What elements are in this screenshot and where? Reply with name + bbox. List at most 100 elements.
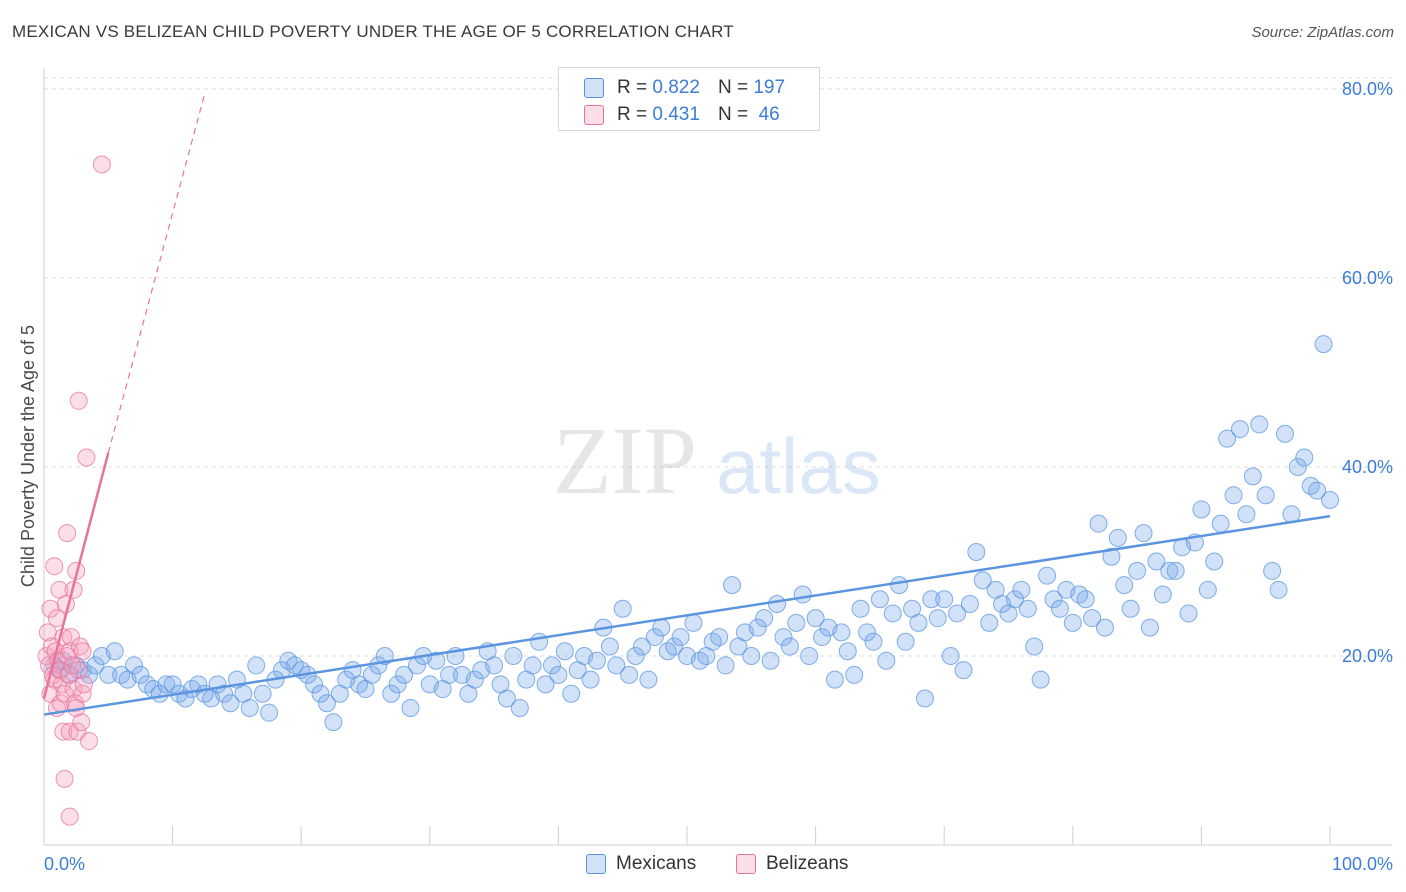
mexicans-point — [99, 665, 118, 684]
mexicans-point — [1308, 481, 1327, 500]
mexicans-point — [221, 694, 240, 713]
mexicans-point — [896, 632, 915, 651]
belizeans-point — [55, 684, 74, 703]
y-axis-label: Child Poverty Under the Age of 5 — [18, 325, 38, 587]
mexicans-swatch — [584, 78, 604, 98]
bottom-legend-belizeans: Belizeans — [736, 851, 848, 877]
mexicans-point — [600, 637, 619, 656]
mexicans-point — [909, 613, 928, 632]
mexicans-point — [1160, 561, 1179, 580]
mexicans-point — [401, 698, 420, 717]
mexicans-point — [163, 675, 182, 694]
mexicans-point — [877, 651, 896, 670]
mexicans-point — [131, 665, 150, 684]
belizeans-trend-line — [42, 452, 110, 699]
belizeans-point — [54, 722, 73, 741]
mexicans-point — [247, 656, 266, 675]
mexicans-point — [587, 651, 606, 670]
mexicans-point — [948, 604, 967, 623]
mexicans-point — [883, 604, 902, 623]
belizeans-point — [92, 155, 111, 174]
mexicans-point — [1134, 524, 1153, 543]
chart-title: MEXICAN VS BELIZEAN CHILD POVERTY UNDER … — [12, 22, 734, 41]
belizeans-point — [72, 713, 91, 732]
mexicans-point — [86, 656, 105, 675]
mexicans-point — [1140, 618, 1159, 637]
mexicans-point — [279, 651, 298, 670]
mexicans-point — [1192, 500, 1211, 519]
mexicans-point — [1295, 448, 1314, 467]
mexicans-point — [858, 623, 877, 642]
mexicans-point — [388, 675, 407, 694]
mexicans-point — [716, 656, 735, 675]
mexicans-point — [189, 675, 208, 694]
mexicans-point — [748, 618, 767, 637]
mexicans-point — [684, 613, 703, 632]
mexicans-point — [1314, 335, 1333, 354]
legend-row-belizeans: R = 0.431 N = 46 — [617, 102, 780, 128]
mexicans-point — [465, 670, 484, 689]
mexicans-point — [645, 628, 664, 647]
watermark: ZIP atlas — [553, 407, 881, 514]
mexicans-point — [549, 665, 568, 684]
mexicans-point — [311, 684, 330, 703]
mexicans-point — [845, 665, 864, 684]
belizeans-legend-swatch — [736, 854, 756, 874]
mexicans-point — [761, 651, 780, 670]
mexicans-point — [1321, 491, 1339, 510]
mexicans-point — [80, 665, 99, 684]
belizeans-point — [77, 448, 96, 467]
mexicans-point — [1237, 505, 1256, 524]
bottom-legend-mexicans: Mexicans — [586, 851, 696, 877]
mexicans-point — [665, 637, 684, 656]
mexicans-point — [1102, 547, 1121, 566]
belizeans-swatch — [584, 105, 604, 125]
mexicans-point — [1044, 590, 1063, 609]
mexicans-point — [774, 628, 793, 647]
mexicans-point — [523, 656, 542, 675]
y-tick-label: 60.0% — [1342, 268, 1393, 288]
mexicans-point — [607, 656, 626, 675]
mexicans-point — [497, 689, 516, 708]
mexicans-point — [755, 609, 774, 628]
mexicans-point — [137, 675, 156, 694]
mexicans-point — [440, 665, 459, 684]
mexicans-point — [1115, 576, 1134, 595]
watermark-zip: ZIP — [553, 407, 697, 514]
mexicans-legend-swatch — [586, 854, 606, 874]
mexicans-point — [1218, 429, 1237, 448]
mexicans-point — [1070, 585, 1089, 604]
x-tick-label: 0.0% — [44, 854, 85, 874]
mexicans-point — [690, 651, 709, 670]
mexicans-point — [1198, 580, 1217, 599]
mexicans-point — [1147, 552, 1166, 571]
mexicans-point — [253, 684, 272, 703]
legend-n-value: 197 — [753, 77, 786, 98]
mexicans-point — [658, 642, 677, 661]
mexicans-point — [1288, 457, 1307, 476]
mexicans-point — [1076, 590, 1095, 609]
legend-n-value: 46 — [753, 104, 780, 125]
belizeans-point — [45, 557, 64, 576]
mexicans-point — [870, 590, 889, 609]
mexicans-point — [626, 646, 645, 665]
mexicans-point — [395, 665, 414, 684]
mexicans-point — [671, 628, 690, 647]
mexicans-point — [613, 599, 632, 618]
mexicans-point — [1153, 585, 1172, 604]
x-tick-label: 100.0% — [1332, 854, 1393, 874]
mexicans-point — [1108, 528, 1127, 547]
legend-row-mexicans: R = 0.822 N = 197 — [617, 75, 785, 101]
mexicans-point — [620, 665, 639, 684]
belizeans-point — [62, 628, 81, 647]
mexicans-point — [555, 642, 574, 661]
legend-r-value: 0.431 — [652, 104, 700, 125]
mexicans-points — [45, 335, 1339, 732]
mexicans-point — [710, 628, 729, 647]
mexicans-point — [324, 713, 343, 732]
belizeans-point — [55, 769, 74, 788]
mexicans-point — [530, 632, 549, 651]
belizeans-point — [58, 524, 77, 543]
mexicans-point — [1243, 467, 1262, 486]
belizeans-point — [59, 665, 78, 684]
